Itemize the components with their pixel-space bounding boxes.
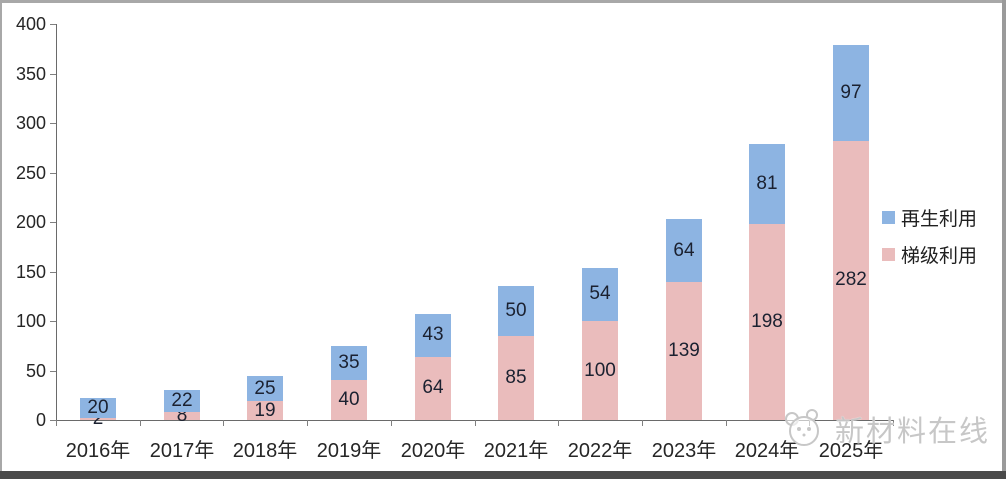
frame-border-bottom <box>0 471 1006 479</box>
bar-value-label: 8 <box>176 405 188 426</box>
bar-value-label: 40 <box>338 389 360 410</box>
x-axis-label: 2019年 <box>316 440 382 462</box>
x-axis-line <box>56 420 893 421</box>
bar-value-label: 35 <box>338 352 360 373</box>
y-axis-label: 300 <box>15 113 46 133</box>
frame-border-right <box>1002 0 1006 471</box>
bar-value-label: 54 <box>589 283 611 304</box>
bar-segment-梯级利用 <box>80 418 116 420</box>
legend-label: 再生利用 <box>901 208 978 230</box>
bar-segment-再生利用 <box>331 345 367 381</box>
bar-segment-梯级利用 <box>415 356 451 420</box>
bar-segment-再生利用 <box>80 398 116 418</box>
bar-value-label: 198 <box>751 311 783 332</box>
x-axis-tick <box>726 420 727 426</box>
bar-segment-再生利用 <box>833 44 869 141</box>
bar-segment-梯级利用 <box>582 321 618 420</box>
bar-segment-再生利用 <box>247 376 283 402</box>
x-axis-tick <box>223 420 224 426</box>
y-axis-tick <box>50 420 56 421</box>
x-axis-tick <box>307 420 308 426</box>
bar-value-label: 22 <box>171 390 193 411</box>
y-axis-tick <box>50 222 56 223</box>
frame-border-top <box>0 0 1006 3</box>
bar-segment-再生利用 <box>666 219 702 283</box>
legend: 再生利用 梯级利用 <box>882 206 977 280</box>
bar-segment-再生利用 <box>415 314 451 357</box>
y-axis-tick <box>50 123 56 124</box>
x-axis-tick <box>391 420 392 426</box>
legend-item: 梯级利用 <box>882 243 978 267</box>
bar-value-label: 100 <box>584 360 616 381</box>
x-axis-tick <box>56 420 57 426</box>
x-axis-tick <box>475 420 476 426</box>
bar-value-label: 25 <box>254 378 276 399</box>
x-axis-label: 2025年 <box>818 440 884 462</box>
legend-swatch-icon <box>882 210 895 224</box>
bar-value-label: 64 <box>422 377 444 398</box>
y-axis-label: 350 <box>15 64 46 84</box>
y-axis-label: 0 <box>35 410 46 430</box>
y-axis-tick <box>50 74 56 75</box>
y-axis-label: 50 <box>25 361 46 381</box>
bar-segment-梯级利用 <box>247 401 283 420</box>
x-axis-label: 2023年 <box>651 440 717 462</box>
bar-value-label: 20 <box>87 397 109 418</box>
x-axis-label: 2022年 <box>567 440 633 462</box>
y-axis-tick <box>50 173 56 174</box>
bar-value-label: 50 <box>505 300 527 321</box>
x-axis-tick <box>642 420 643 426</box>
y-axis-tick <box>50 321 56 322</box>
y-axis-tick <box>50 272 56 273</box>
x-axis-tick <box>140 420 141 426</box>
x-axis-tick <box>558 420 559 426</box>
legend-swatch-icon <box>882 247 895 261</box>
y-axis-label: 150 <box>15 262 46 282</box>
bar-segment-再生利用 <box>498 286 534 336</box>
y-axis-label: 200 <box>15 212 46 232</box>
y-axis-label: 400 <box>15 14 46 34</box>
frame-border-left <box>0 0 2 471</box>
bar-value-label: 19 <box>254 400 276 421</box>
x-axis-label: 2016年 <box>65 440 131 462</box>
bar-value-label: 139 <box>668 340 700 361</box>
y-axis-label: 250 <box>15 163 46 183</box>
bar-segment-梯级利用 <box>833 140 869 420</box>
legend-item: 再生利用 <box>882 206 978 230</box>
bar-segment-梯级利用 <box>331 380 367 420</box>
bar-value-label: 43 <box>422 324 444 345</box>
y-axis-tick <box>50 24 56 25</box>
bar-value-label: 282 <box>835 269 867 290</box>
bar-segment-再生利用 <box>582 267 618 321</box>
bar-value-label: 81 <box>756 173 778 194</box>
bar-segment-梯级利用 <box>164 412 200 420</box>
x-axis-label: 2021年 <box>483 440 549 462</box>
bar-segment-再生利用 <box>164 390 200 413</box>
x-axis-tick <box>893 420 894 426</box>
legend-label: 梯级利用 <box>901 245 978 267</box>
bar-value-label: 2 <box>92 408 104 429</box>
bar-segment-再生利用 <box>749 143 785 224</box>
bar-value-label: 85 <box>505 367 527 388</box>
x-axis-label: 2018年 <box>232 440 298 462</box>
bar-value-label: 64 <box>673 240 695 261</box>
x-axis-label: 2017年 <box>149 440 215 462</box>
bar-segment-梯级利用 <box>749 224 785 420</box>
x-axis-label: 2024年 <box>734 440 800 462</box>
bar-value-label: 97 <box>840 82 862 103</box>
y-axis-line <box>56 24 57 420</box>
y-axis-label: 100 <box>15 311 46 331</box>
x-axis-label: 2020年 <box>400 440 466 462</box>
bar-segment-梯级利用 <box>666 282 702 420</box>
bar-segment-梯级利用 <box>498 335 534 421</box>
y-axis-tick <box>50 371 56 372</box>
x-axis-tick <box>809 420 810 426</box>
